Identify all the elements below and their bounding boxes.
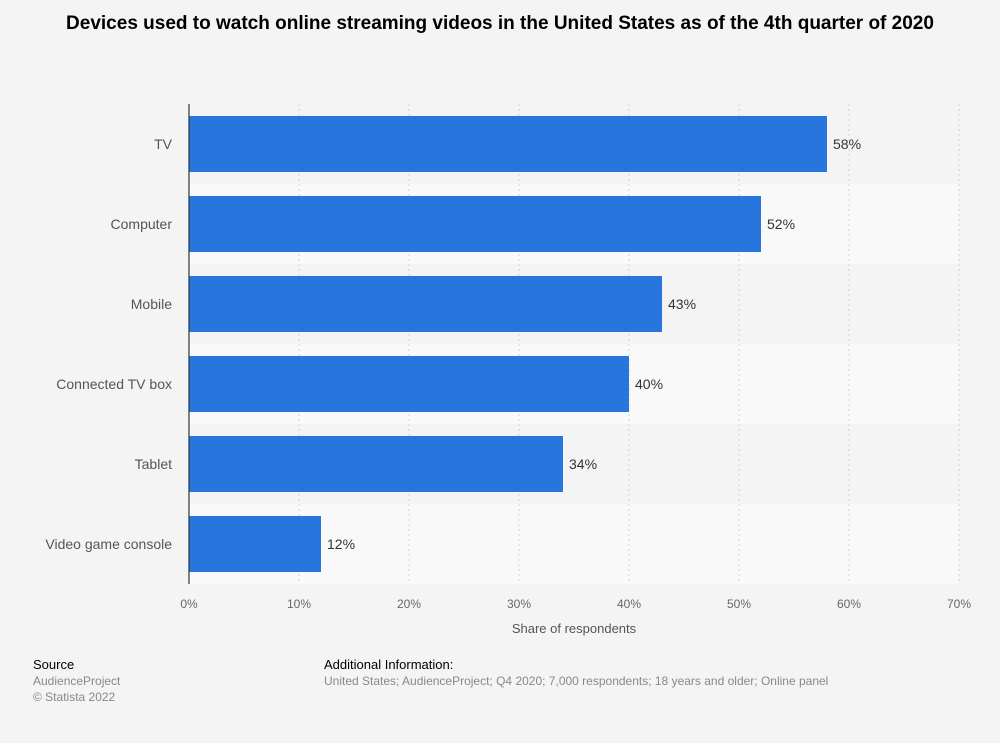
category-label: Video game console [45, 536, 172, 552]
additional-info-text: United States; AudienceProject; Q4 2020;… [324, 674, 829, 688]
x-axis-title: Share of respondents [512, 621, 637, 636]
bar [189, 276, 662, 332]
data-label: 58% [833, 136, 861, 152]
x-tick-label: 40% [617, 597, 641, 611]
source-heading: Source [33, 657, 75, 672]
chart-title: Devices used to watch online streaming v… [66, 13, 934, 34]
x-tick-label: 0% [180, 597, 198, 611]
additional-info-heading: Additional Information: [324, 657, 454, 672]
bar [189, 356, 629, 412]
data-label: 40% [635, 376, 663, 392]
bar [189, 116, 827, 172]
data-label: 34% [569, 456, 597, 472]
category-label: TV [154, 136, 173, 152]
x-tick-label: 30% [507, 597, 531, 611]
bar [189, 196, 761, 252]
bar [189, 436, 563, 492]
copyright-text: © Statista 2022 [33, 690, 116, 704]
data-label: 12% [327, 536, 355, 552]
data-label: 43% [668, 296, 696, 312]
additional-info-block: Additional Information: United States; A… [324, 657, 828, 689]
x-tick-label: 10% [287, 597, 311, 611]
bar [189, 516, 321, 572]
x-tick-label: 70% [947, 597, 971, 611]
category-label: Mobile [131, 296, 172, 312]
source-name: AudienceProject [33, 674, 121, 688]
category-label: Computer [111, 216, 173, 232]
category-label: Connected TV box [56, 376, 172, 392]
category-label: Tablet [135, 456, 172, 472]
x-tick-label: 20% [397, 597, 421, 611]
source-block: Source AudienceProject © Statista 2022 [33, 657, 120, 705]
data-label: 52% [767, 216, 795, 232]
bar-chart: TV 58% Computer 52% Mobile 43% Connected TV bo… [45, 104, 971, 636]
x-tick-label: 50% [727, 597, 751, 611]
x-tick-label: 60% [837, 597, 861, 611]
